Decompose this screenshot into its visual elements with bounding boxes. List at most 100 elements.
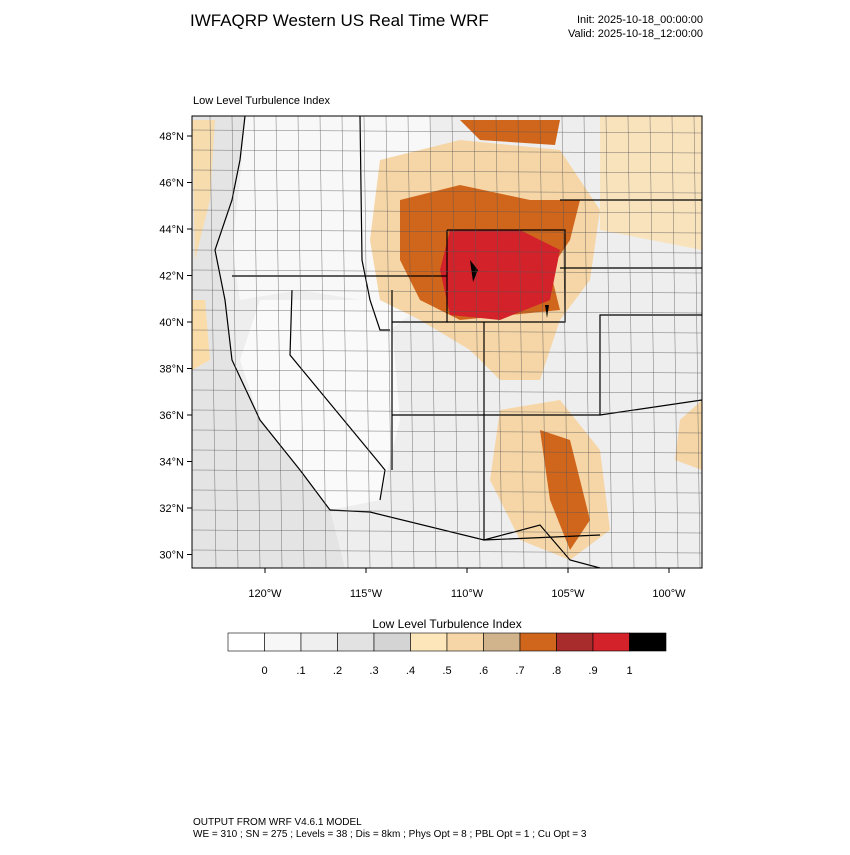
county-line <box>583 116 591 568</box>
colorbar-label: .4 <box>406 665 415 677</box>
colorbar: 0 .1 .2 .3 .4 .5 .6 .7 .8 .9 1 <box>227 632 667 677</box>
colorbar-label: .9 <box>588 665 597 677</box>
colorbar-box <box>519 632 557 652</box>
colorbar-box <box>373 632 411 652</box>
map-subtitle: Low Level Turbulence Index <box>193 95 330 107</box>
county-line <box>473 116 481 568</box>
map-frame <box>191 115 703 569</box>
ocean <box>192 116 345 568</box>
title: IWFAQRP Western US Real Time WRF <box>190 11 489 30</box>
colorbar-label: .3 <box>369 665 378 677</box>
lat-label: 44°N <box>159 224 184 236</box>
county-line <box>192 509 702 514</box>
turbulence-area <box>540 430 590 550</box>
county-line <box>192 449 702 454</box>
colorbar-label: .2 <box>333 665 342 677</box>
county-line <box>192 189 702 194</box>
county-line <box>192 349 702 354</box>
valid-time: Valid: 2025-10-18_12:00:00 <box>568 28 703 40</box>
border <box>329 509 601 568</box>
state-borders <box>214 116 702 568</box>
county-line <box>297 116 305 568</box>
colorbar-box <box>592 632 630 652</box>
colorbar-box <box>337 632 375 652</box>
county-line <box>209 116 217 568</box>
colorbar-label: .6 <box>479 665 488 677</box>
county-line <box>192 549 702 554</box>
lat-label: 38°N <box>159 364 184 376</box>
county-line <box>192 229 702 234</box>
lon-label: 100°W <box>652 588 686 600</box>
county-line <box>517 116 525 568</box>
county-line <box>192 209 702 214</box>
county-line <box>192 269 702 274</box>
lat-label: 42°N <box>159 271 184 283</box>
border <box>392 314 702 416</box>
lon-label: 105°W <box>551 588 585 600</box>
county-line <box>192 169 702 174</box>
county-line <box>192 429 702 434</box>
border <box>447 229 566 323</box>
colorbar-box <box>446 632 484 652</box>
colorbar-label: .5 <box>442 665 451 677</box>
colorbar-box <box>629 632 667 652</box>
coastline <box>214 116 331 511</box>
footer-line: OUTPUT FROM WRF V4.6.1 MODEL <box>193 817 362 828</box>
county-line <box>192 489 702 494</box>
colorbar-box <box>227 632 265 652</box>
lat-label: 48°N <box>159 131 184 143</box>
lat-label: 34°N <box>159 457 184 469</box>
county-line <box>231 116 239 568</box>
turbulence-area <box>192 300 210 370</box>
land-light <box>240 300 400 510</box>
county-line <box>192 149 702 154</box>
lon-label: 120°W <box>248 588 282 600</box>
county-line <box>192 389 702 394</box>
lat-label: 40°N <box>159 317 184 329</box>
county-line <box>192 249 702 254</box>
county-line <box>605 116 613 568</box>
footer-line: WE = 310 ; SN = 275 ; Levels = 38 ; Dis … <box>193 829 587 840</box>
county-borders <box>192 116 702 568</box>
colorbar-title: Low Level Turbulence Index <box>372 617 521 631</box>
colorbar-box <box>410 632 448 652</box>
county-line <box>341 116 349 568</box>
county-line <box>561 116 569 568</box>
border <box>289 289 386 501</box>
lat-label: 36°N <box>159 410 184 422</box>
county-line <box>253 116 261 568</box>
county-line <box>192 529 702 534</box>
colorbar-label: 1 <box>626 665 632 677</box>
colorbar-box <box>264 632 302 652</box>
county-line <box>363 116 371 568</box>
county-line <box>275 116 283 568</box>
colorbar-box <box>556 632 594 652</box>
county-line <box>192 289 702 294</box>
county-line <box>192 129 702 134</box>
county-line <box>192 469 702 474</box>
colorbar-label: .8 <box>552 665 561 677</box>
colorbar-box <box>300 632 338 652</box>
county-line <box>192 369 702 374</box>
colorbar-label: 0 <box>261 665 267 677</box>
county-line <box>192 309 702 314</box>
county-line <box>539 116 547 568</box>
map <box>192 116 702 568</box>
county-line <box>693 116 701 568</box>
county-line <box>192 329 702 334</box>
border <box>359 116 390 331</box>
county-line <box>495 116 503 568</box>
county-line <box>319 116 327 568</box>
lat-label: 46°N <box>159 178 184 190</box>
turbulence-area <box>460 120 560 145</box>
colorbar-box <box>483 632 521 652</box>
init-time: Init: 2025-10-18_00:00:00 <box>577 14 703 26</box>
colorbar-label: .1 <box>296 665 305 677</box>
county-line <box>451 116 459 568</box>
lon-label: 110°W <box>451 588 484 600</box>
turbulence-area <box>675 400 702 470</box>
lat-label: 30°N <box>159 550 184 562</box>
lon-label: 115°W <box>350 588 383 600</box>
lat-label: 32°N <box>159 503 184 515</box>
